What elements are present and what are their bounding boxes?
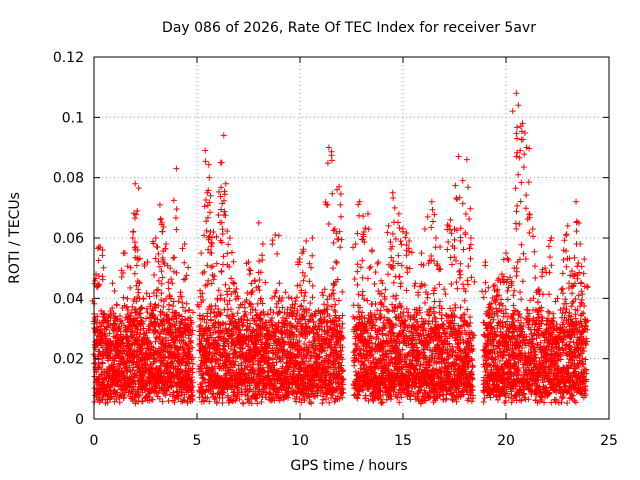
data-point bbox=[116, 399, 123, 406]
data-point bbox=[480, 399, 487, 406]
data-point bbox=[355, 308, 362, 315]
data-point bbox=[111, 357, 118, 364]
data-point bbox=[171, 321, 178, 328]
data-point bbox=[139, 398, 146, 405]
data-point bbox=[308, 400, 315, 407]
data-point bbox=[144, 334, 151, 341]
data-point bbox=[275, 309, 282, 316]
data-point bbox=[398, 394, 405, 401]
data-point bbox=[135, 364, 142, 371]
data-point bbox=[155, 350, 162, 357]
data-point bbox=[110, 361, 117, 368]
data-point bbox=[99, 360, 106, 367]
data-point bbox=[518, 397, 525, 404]
scatter-points bbox=[89, 90, 591, 407]
data-point bbox=[116, 365, 123, 372]
data-point bbox=[104, 399, 111, 406]
data-point bbox=[279, 353, 286, 360]
data-point bbox=[156, 395, 163, 402]
data-point bbox=[136, 333, 143, 340]
data-point bbox=[120, 394, 127, 401]
data-point bbox=[181, 397, 188, 404]
data-point bbox=[281, 309, 288, 316]
data-point bbox=[319, 400, 326, 407]
data-point bbox=[244, 316, 251, 323]
data-point bbox=[172, 353, 179, 360]
data-point bbox=[182, 340, 189, 347]
data-point bbox=[139, 397, 146, 404]
data-point bbox=[166, 354, 173, 361]
data-point bbox=[106, 330, 113, 337]
data-point bbox=[135, 388, 142, 395]
data-point bbox=[384, 307, 391, 314]
data-point bbox=[171, 399, 178, 406]
data-point bbox=[403, 305, 410, 312]
data-point bbox=[236, 304, 243, 311]
data-point bbox=[156, 323, 163, 330]
data-point bbox=[175, 370, 182, 377]
data-point bbox=[98, 396, 105, 403]
data-point bbox=[188, 389, 195, 396]
data-point bbox=[122, 364, 129, 371]
data-point bbox=[143, 315, 150, 322]
data-point bbox=[188, 319, 195, 326]
data-point bbox=[140, 325, 147, 332]
data-point bbox=[98, 307, 105, 314]
data-point bbox=[95, 361, 102, 368]
chart-title: Day 086 of 2026, Rate Of TEC Index for r… bbox=[162, 20, 536, 36]
data-point bbox=[129, 390, 136, 397]
data-point bbox=[240, 400, 247, 407]
data-point bbox=[151, 328, 158, 335]
data-point bbox=[116, 312, 123, 319]
data-point bbox=[180, 336, 187, 343]
data-point bbox=[175, 362, 182, 369]
data-point bbox=[187, 314, 194, 321]
data-point bbox=[234, 310, 241, 317]
data-point bbox=[159, 398, 166, 405]
data-point bbox=[94, 313, 101, 320]
data-point bbox=[125, 306, 132, 313]
data-point bbox=[140, 331, 147, 338]
data-point bbox=[144, 309, 151, 316]
data-point bbox=[118, 317, 125, 324]
data-point bbox=[114, 389, 121, 396]
data-point bbox=[189, 360, 196, 367]
data-point bbox=[184, 399, 191, 406]
data-point bbox=[99, 344, 106, 351]
data-point bbox=[135, 394, 142, 401]
data-point bbox=[136, 392, 143, 399]
data-point bbox=[524, 306, 531, 313]
data-point bbox=[168, 383, 175, 390]
data-point bbox=[125, 389, 132, 396]
data-point bbox=[258, 399, 265, 406]
data-point bbox=[154, 316, 161, 323]
grid-lines bbox=[94, 57, 609, 419]
data-point bbox=[525, 396, 532, 403]
data-point bbox=[199, 393, 206, 400]
data-point bbox=[219, 399, 226, 406]
data-point bbox=[149, 396, 156, 403]
data-point bbox=[246, 399, 253, 406]
